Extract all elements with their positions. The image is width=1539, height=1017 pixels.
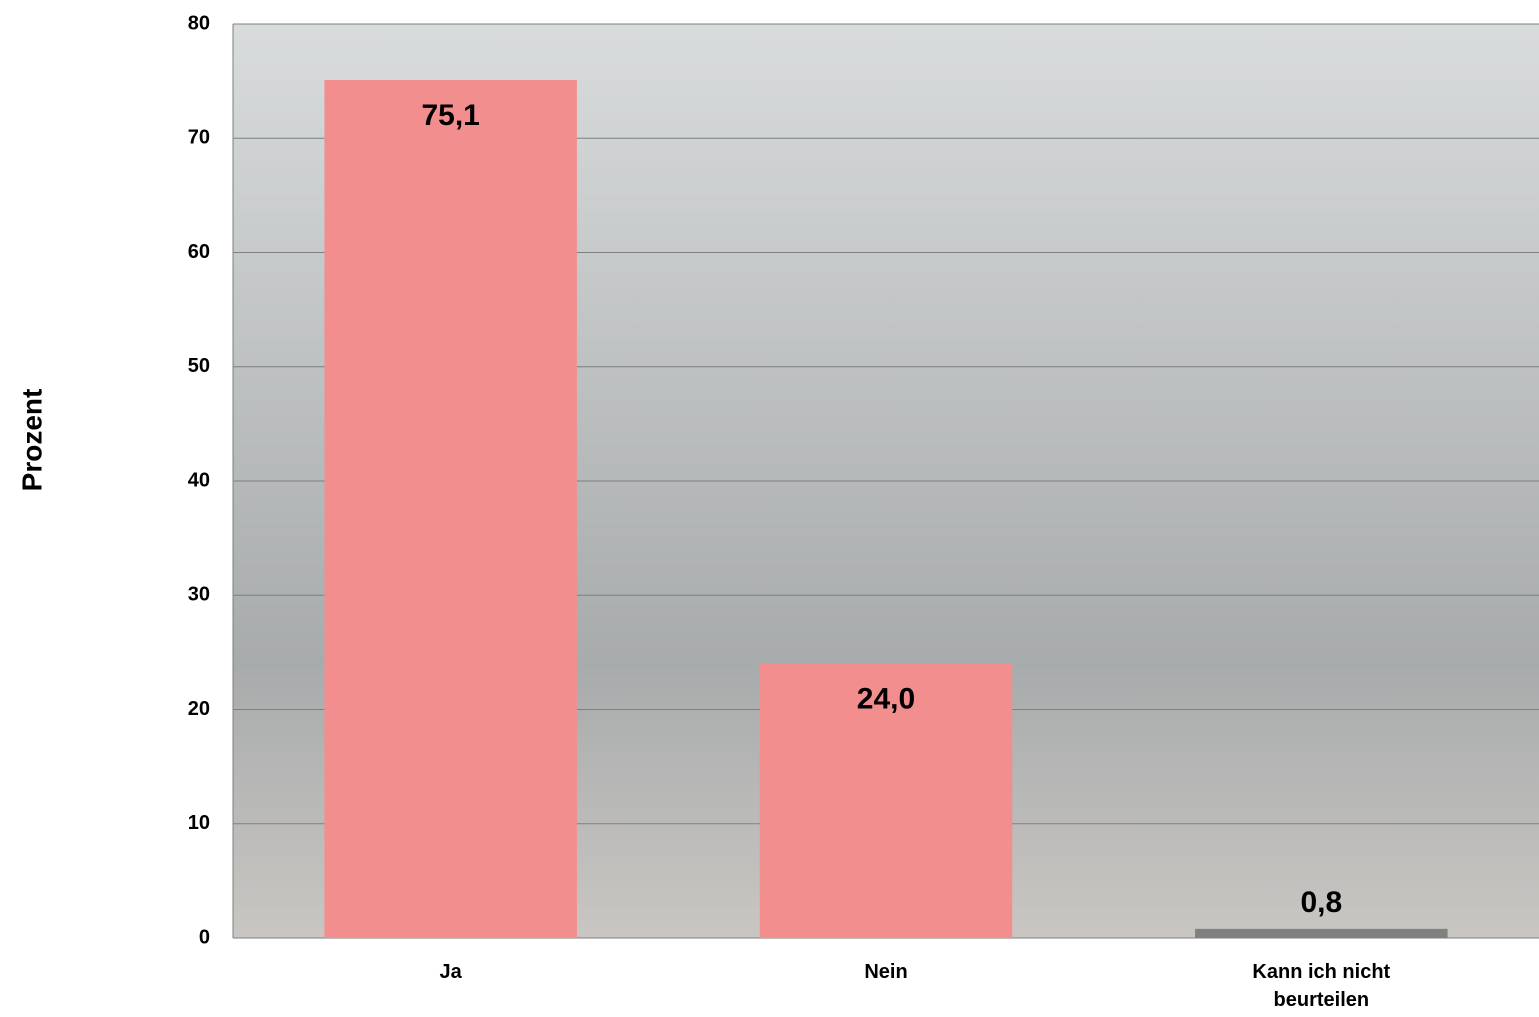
y-tick-label: 70 (188, 127, 210, 149)
x-tick-label: Ja (341, 958, 561, 986)
x-tick-label: Nein (776, 958, 996, 986)
value-label: 75,1 (421, 99, 479, 132)
y-axis-label: Prozent (16, 389, 47, 492)
page: Prozent 0102030405060708075,124,00,8 (()… (0, 0, 1539, 1017)
y-tick-label: 20 (188, 698, 210, 720)
y-tick-label: 40 (188, 469, 210, 491)
bar (1195, 929, 1447, 938)
y-tick-label: 80 (188, 12, 210, 34)
chart: Prozent 0 10 20 30 40 50 60 70 80 75,1 24,0 0,8 (0, 0, 1539, 1017)
bar (324, 80, 576, 938)
y-tick-label: 50 (188, 355, 210, 377)
value-label: 24,0 (857, 683, 915, 716)
x-tick-label: Kann ich nicht beurteilen (1211, 958, 1431, 1014)
y-tick-label: 60 (188, 241, 210, 263)
y-tick-label: 30 (188, 584, 210, 606)
y-tick-label: 10 (188, 812, 210, 834)
value-label: 0,8 (1300, 886, 1342, 919)
y-tick-label: 0 (199, 926, 210, 948)
